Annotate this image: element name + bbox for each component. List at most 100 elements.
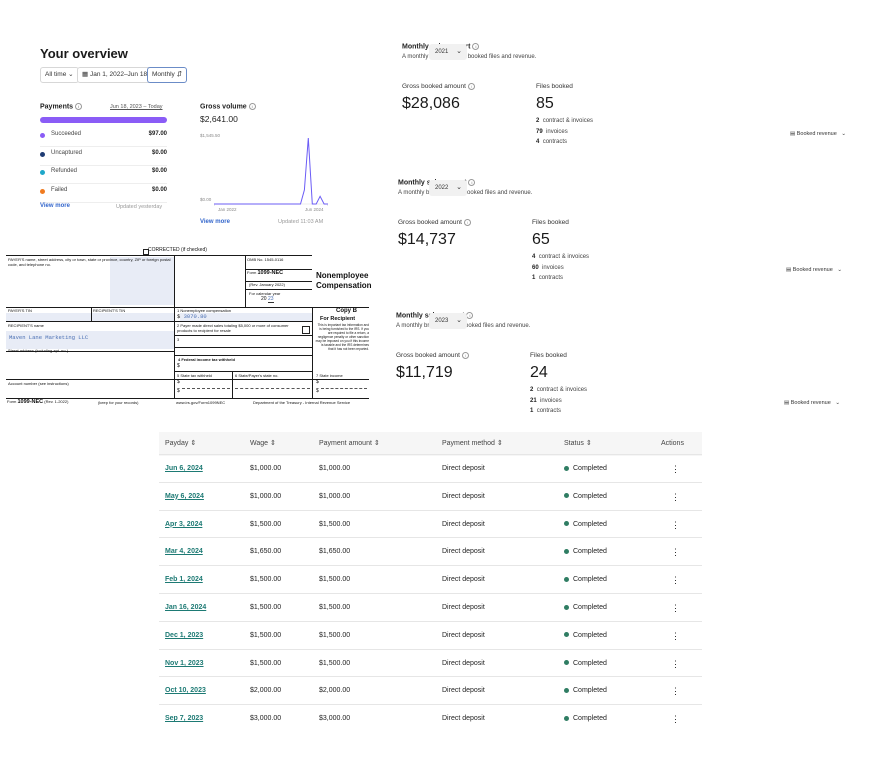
payment-status-label: Succeeded — [51, 131, 82, 137]
year-select[interactable]: 2022 ⌄ — [429, 180, 467, 196]
booked-revenue-toggle[interactable]: ▤ Booked revenue ⌄ — [786, 267, 842, 273]
booked-revenue-toggle[interactable]: ▤ Booked revenue ⌄ — [790, 131, 846, 137]
header-payday[interactable]: Payday ⇕ — [165, 440, 197, 447]
wage-cell: $1,000.00 — [250, 465, 282, 472]
payday-link[interactable]: Nov 1, 2023 — [165, 659, 204, 667]
info-icon: i — [463, 219, 471, 226]
payday-link[interactable]: Sep 7, 2023 — [165, 715, 204, 723]
form-title-line1: Nonemployee — [316, 271, 369, 280]
more-actions-icon[interactable]: ⋮ — [671, 464, 680, 474]
status-dot-icon — [40, 133, 45, 138]
payment-method-cell: Direct deposit — [442, 604, 485, 611]
more-actions-icon[interactable]: ⋮ — [671, 686, 680, 697]
more-actions-icon[interactable]: ⋮ — [671, 658, 680, 669]
wage-cell: $1,500.00 — [250, 631, 282, 639]
booked-revenue-toggle[interactable]: ▤ Booked revenue ⌄ — [784, 400, 840, 406]
payday-link[interactable]: Oct 10, 2023 — [165, 687, 206, 695]
footer-form: Form 1099-NEC (Rev. 1-2022) — [7, 399, 69, 405]
account-number-label: Account number (see instructions) — [8, 381, 69, 386]
payment-amount-cell: $1,000.00 — [319, 465, 351, 472]
files-breakdown-line: 1 contracts — [532, 275, 564, 281]
payment-method-cell: Direct deposit — [442, 687, 485, 695]
status-cell: Completed — [564, 511, 607, 539]
sales-report-card: Monthly sales reportiA monthly breakdown… — [386, 170, 874, 296]
payday-link[interactable]: Mar 4, 2024 — [165, 548, 203, 556]
payment-status-label: Uncaptured — [51, 149, 83, 156]
more-actions-icon[interactable]: ⋮ — [671, 547, 680, 558]
payday-link[interactable]: Dec 1, 2023 — [165, 631, 204, 639]
status-dot-icon — [564, 715, 569, 721]
date-range-label: Jan 1, 2022–Jun 18 — [89, 71, 148, 78]
more-actions-icon[interactable]: ⋮ — [671, 491, 680, 502]
files-breakdown-line: 1 contracts — [530, 408, 562, 414]
x-start-label: Jan 2022 — [218, 207, 237, 212]
more-actions-icon[interactable]: ⋮ — [671, 714, 680, 725]
gross-view-more-link[interactable]: View more — [200, 219, 230, 225]
more-actions-icon[interactable]: ⋮ — [671, 575, 680, 586]
status-cell: Completed — [564, 455, 607, 483]
wage-cell: $1,000.00 — [250, 492, 282, 500]
header-payment-amount[interactable]: Payment amount ⇕ — [319, 440, 380, 447]
gross-volume-line — [214, 137, 328, 205]
omb-number: OMB No. 1545-0116 — [247, 257, 284, 262]
box2-checkbox[interactable] — [302, 326, 310, 334]
gross-booked-value: $11,719 — [396, 364, 453, 381]
money-icon: ▤ — [784, 400, 790, 406]
gross-booked-value: $28,086 — [402, 95, 460, 112]
wage-cell: $1,500.00 — [250, 520, 282, 528]
status-dot-icon — [564, 521, 569, 527]
status-cell: Completed — [564, 650, 607, 678]
recipient-name-label: RECIPIENT'S name — [8, 323, 44, 328]
payment-method-cell: Direct deposit — [442, 492, 485, 500]
status-dot-icon — [564, 604, 569, 610]
y-max-label: $1,545.50 — [200, 133, 221, 138]
chevron-down-icon: ⌄ — [841, 131, 846, 137]
interval-select[interactable]: Monthly ⇵ — [147, 67, 188, 83]
payment-amount-cell: $2,000.00 — [319, 687, 351, 695]
chevron-down-icon: ⌄ — [68, 71, 74, 78]
payment-status-row: Failed $0.00 — [40, 184, 167, 203]
payment-amount-cell: $1,500.00 — [319, 576, 351, 584]
files-booked-label: Files booked — [532, 219, 569, 226]
info-icon: i — [467, 83, 475, 90]
table-row: Jan 16, 2024 $1,500.00 $1,500.00 Direct dep… — [159, 593, 702, 622]
more-actions-icon[interactable]: ⋮ — [671, 630, 680, 641]
footer-keep: (keep for your records) — [98, 400, 139, 405]
table-row: Apr 3, 2024 $1,500.00 $1,500.00 Direct depo… — [159, 509, 702, 539]
status-dot-icon — [564, 549, 569, 555]
status-dot-icon — [564, 688, 569, 694]
year-select[interactable]: 2021 ⌄ — [429, 44, 467, 60]
chevron-down-icon: ⌄ — [456, 184, 462, 191]
payment-status-label: Refunded — [51, 168, 78, 174]
payday-link[interactable]: May 6, 2024 — [165, 492, 204, 500]
header-status[interactable]: Status ⇕ — [564, 440, 592, 447]
payments-view-more-link[interactable]: View more — [40, 203, 70, 209]
wage-cell: $1,500.00 — [250, 659, 282, 667]
payday-link[interactable]: Jun 6, 2024 — [165, 465, 203, 472]
payment-status-amount: $0.00 — [151, 149, 167, 156]
payments-range[interactable]: Jun 18, 2023 – Today — [110, 104, 163, 110]
status-cell: Completed — [564, 705, 607, 733]
payday-link[interactable]: Apr 3, 2024 — [165, 520, 203, 528]
payment-status-label: Failed — [51, 186, 68, 193]
payment-method-cell: Direct deposit — [442, 465, 485, 472]
payday-link[interactable]: Jan 16, 2024 — [165, 604, 207, 611]
sort-icon: ⇕ — [496, 440, 503, 447]
range-filter[interactable]: All time ⌄ — [40, 67, 79, 83]
corrected-checkbox[interactable] — [143, 249, 149, 255]
files-breakdown-line: 4 contract & invoices — [532, 254, 590, 260]
box4-dollar: $ — [177, 363, 180, 369]
chevron-down-icon: ⌄ — [456, 317, 462, 324]
gross-volume-title: Gross volume i — [200, 103, 256, 110]
wage-cell: $1,500.00 — [250, 576, 282, 584]
header-payment-method[interactable]: Payment method ⇕ — [442, 440, 503, 447]
year-select[interactable]: 2023 ⌄ — [429, 313, 467, 329]
header-wage[interactable]: Wage ⇕ — [250, 440, 276, 447]
date-range-filter[interactable]: ▦ Jan 1, 2022–Jun 18 — [77, 67, 153, 83]
more-actions-icon[interactable]: ⋮ — [671, 519, 680, 530]
files-breakdown-line: 60 invoices — [532, 264, 564, 271]
payment-status-row: Uncaptured $0.00 — [40, 147, 167, 166]
more-actions-icon[interactable]: ⋮ — [671, 603, 680, 613]
footer-dept: Department of the Treasury - Internal Re… — [253, 400, 351, 405]
payday-link[interactable]: Feb 1, 2024 — [165, 576, 203, 584]
